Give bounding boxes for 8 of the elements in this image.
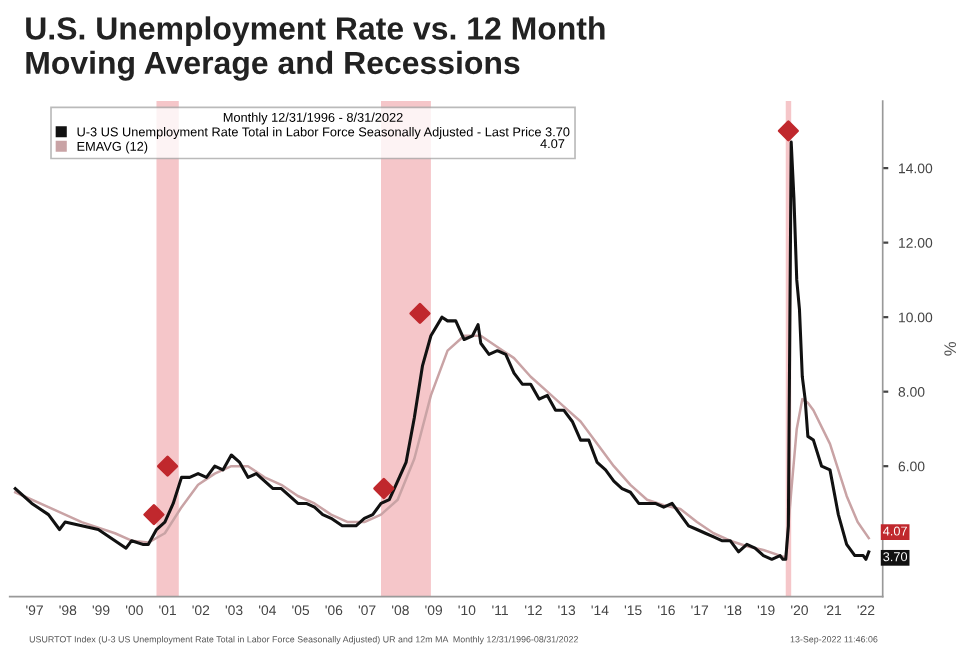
line-series	[14, 334, 871, 559]
point	[143, 504, 165, 526]
chart-title: U.S. Unemployment Rate vs. 12 Month Moving Average and Recessions	[26, 16, 605, 81]
point	[777, 120, 799, 142]
y-axis-title: %	[944, 342, 957, 356]
point	[373, 477, 395, 500]
point	[409, 302, 431, 325]
point	[156, 455, 179, 477]
